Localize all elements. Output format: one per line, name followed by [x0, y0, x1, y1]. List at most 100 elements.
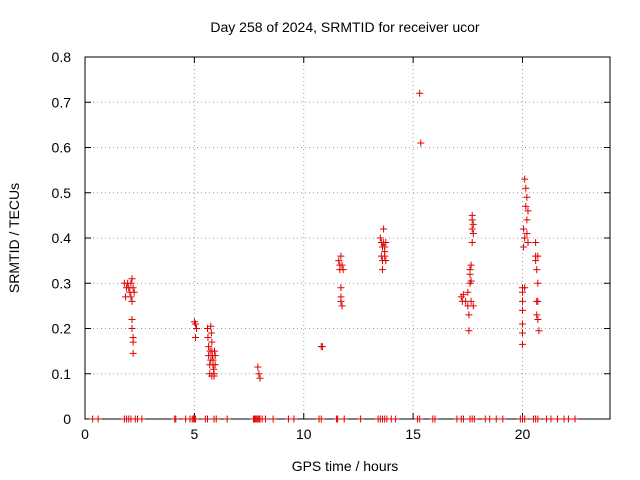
y-tick-label: 0.2 [52, 321, 72, 337]
data-point [318, 343, 326, 351]
data-point [379, 266, 386, 274]
data-point [207, 322, 215, 330]
plot-frame [84, 56, 611, 420]
data-point [520, 225, 528, 233]
data-point [337, 297, 345, 305]
data-point [521, 284, 529, 292]
x-tick-label: 15 [405, 426, 421, 442]
data-point [204, 334, 212, 342]
data-point [128, 315, 136, 323]
data-point [94, 415, 102, 423]
data-point [337, 252, 345, 260]
y-tick-label: 0.8 [52, 49, 72, 65]
data-point [459, 291, 467, 299]
data-point [191, 334, 199, 342]
data-points [89, 89, 579, 423]
y-tick-label: 0.5 [52, 185, 72, 201]
data-point [335, 257, 343, 265]
data-point [521, 415, 529, 423]
data-point [469, 220, 477, 228]
data-point [534, 252, 542, 260]
data-point [534, 315, 542, 323]
data-point [492, 415, 500, 423]
data-point [317, 415, 325, 423]
data-point [535, 327, 543, 335]
data-point [521, 234, 529, 242]
data-point [204, 415, 211, 423]
data-point [205, 343, 213, 351]
data-point [465, 327, 473, 335]
data-point [223, 415, 231, 423]
y-axis-label: SRMTID / TECUs [6, 183, 22, 293]
data-point [466, 270, 474, 278]
data-point [534, 279, 542, 287]
data-point [519, 340, 526, 348]
data-point [334, 415, 342, 423]
data-point [191, 415, 199, 423]
data-point [532, 239, 540, 247]
grid-lines [85, 57, 610, 419]
data-point [522, 184, 530, 192]
data-point [468, 225, 476, 233]
data-point [128, 275, 136, 283]
data-point [532, 257, 540, 265]
data-point [382, 257, 390, 265]
data-point [467, 261, 475, 269]
data-point [534, 415, 542, 423]
y-tick-label: 0.4 [52, 230, 72, 246]
data-point [376, 234, 384, 242]
x-tick-label: 0 [81, 426, 89, 442]
data-point [467, 277, 475, 285]
data-point [172, 415, 180, 423]
data-point [261, 415, 269, 423]
y-tick-label: 0.1 [52, 366, 72, 382]
data-point [211, 361, 219, 369]
data-point [524, 239, 532, 247]
data-point [208, 372, 216, 380]
data-point [380, 225, 388, 233]
data-point [467, 297, 475, 305]
data-point [138, 415, 146, 423]
data-point [269, 415, 277, 423]
data-point [340, 415, 348, 423]
data-point [564, 415, 572, 423]
data-point [469, 302, 477, 310]
data-point [381, 252, 389, 260]
data-point [129, 349, 137, 357]
data-point [499, 415, 507, 423]
data-point [469, 229, 477, 237]
data-point [523, 216, 531, 224]
x-tick-label: 5 [190, 426, 198, 442]
data-point [416, 89, 424, 97]
data-point [256, 374, 264, 382]
data-point [211, 352, 219, 360]
data-point [416, 415, 424, 423]
data-point [534, 297, 542, 305]
data-point [523, 193, 531, 201]
y-tick-label: 0.3 [52, 275, 72, 291]
data-point [523, 229, 531, 237]
data-point [357, 415, 365, 423]
data-point [547, 415, 555, 423]
data-point [191, 320, 199, 328]
data-point [519, 288, 526, 296]
data-point [465, 311, 473, 319]
data-point [431, 415, 439, 423]
data-point [519, 329, 526, 337]
data-point [207, 329, 215, 337]
axis-ticks: 0 5 10 15 20 0 0.1 0.2 0.3 0.4 0.5 0.6 0.7 0.8 [52, 49, 610, 442]
data-point [533, 266, 541, 274]
data-point [130, 288, 138, 296]
data-point [464, 288, 472, 296]
x-tick-label: 20 [515, 426, 531, 442]
y-tick-label: 0 [63, 411, 71, 427]
data-point [382, 239, 390, 247]
data-point [193, 325, 201, 332]
data-point [519, 320, 526, 328]
data-point [290, 415, 298, 423]
data-point [533, 311, 541, 319]
x-axis-label: GPS time / hours [292, 458, 399, 474]
data-point [417, 139, 425, 147]
data-point [129, 338, 137, 346]
